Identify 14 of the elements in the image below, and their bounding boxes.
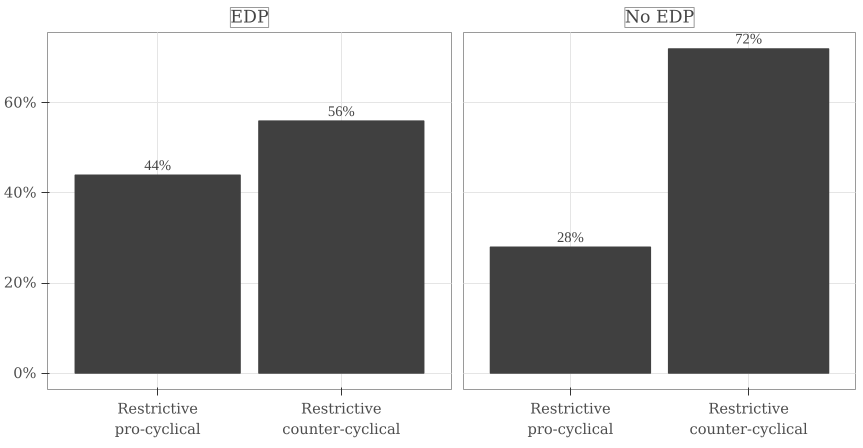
y-tick-label: 60% [4,94,37,112]
y-tick-label: 40% [4,184,37,202]
chart-title: No EDP [624,8,694,28]
x-tick-label: Restrictive pro-cyclical [114,400,201,438]
y-tick-label: 0% [13,364,37,382]
chart-title: EDP [230,8,269,28]
x-tick-label: Restrictive pro-cyclical [527,400,614,438]
x-tick-label: Restrictive counter-cyclical [282,400,401,438]
data-label: 72% [735,32,762,48]
x-tick-label: Restrictive counter-cyclical [690,400,808,438]
data-label: 28% [556,230,584,246]
y-tick-label: 20% [4,274,37,292]
data-label: 56% [328,104,355,120]
data-label: 44% [144,158,172,174]
